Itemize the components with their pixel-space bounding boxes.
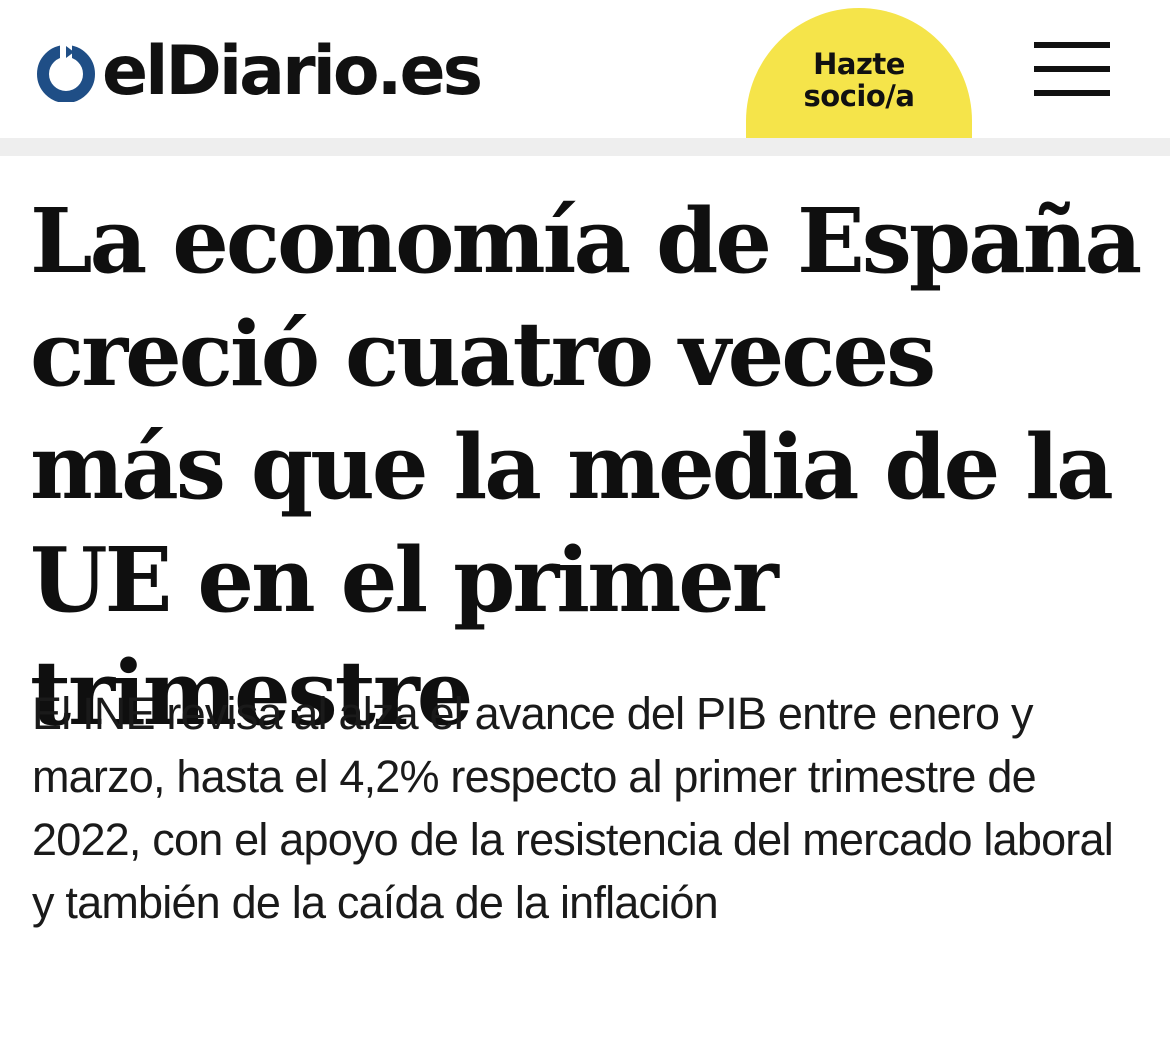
hamburger-menu-icon[interactable]: [1034, 42, 1110, 98]
article-headline: La economía de España creció cuatro vece…: [30, 188, 1142, 745]
subscribe-button[interactable]: Hazte socio/a: [746, 8, 972, 138]
site-logo[interactable]: elDiario.es: [36, 32, 483, 111]
menu-line: [1034, 42, 1110, 48]
header-divider: [0, 138, 1170, 156]
site-header: elDiario.es Hazte socio/a: [0, 0, 1170, 138]
subscribe-label: Hazte socio/a: [803, 47, 915, 113]
logo-wordmark: elDiario.es: [102, 32, 483, 111]
logo-mark-icon: [36, 42, 96, 102]
menu-line: [1034, 90, 1110, 96]
menu-line: [1034, 66, 1110, 72]
article-subheadline: El INE revisa al alza el avance del PIB …: [32, 688, 1114, 928]
